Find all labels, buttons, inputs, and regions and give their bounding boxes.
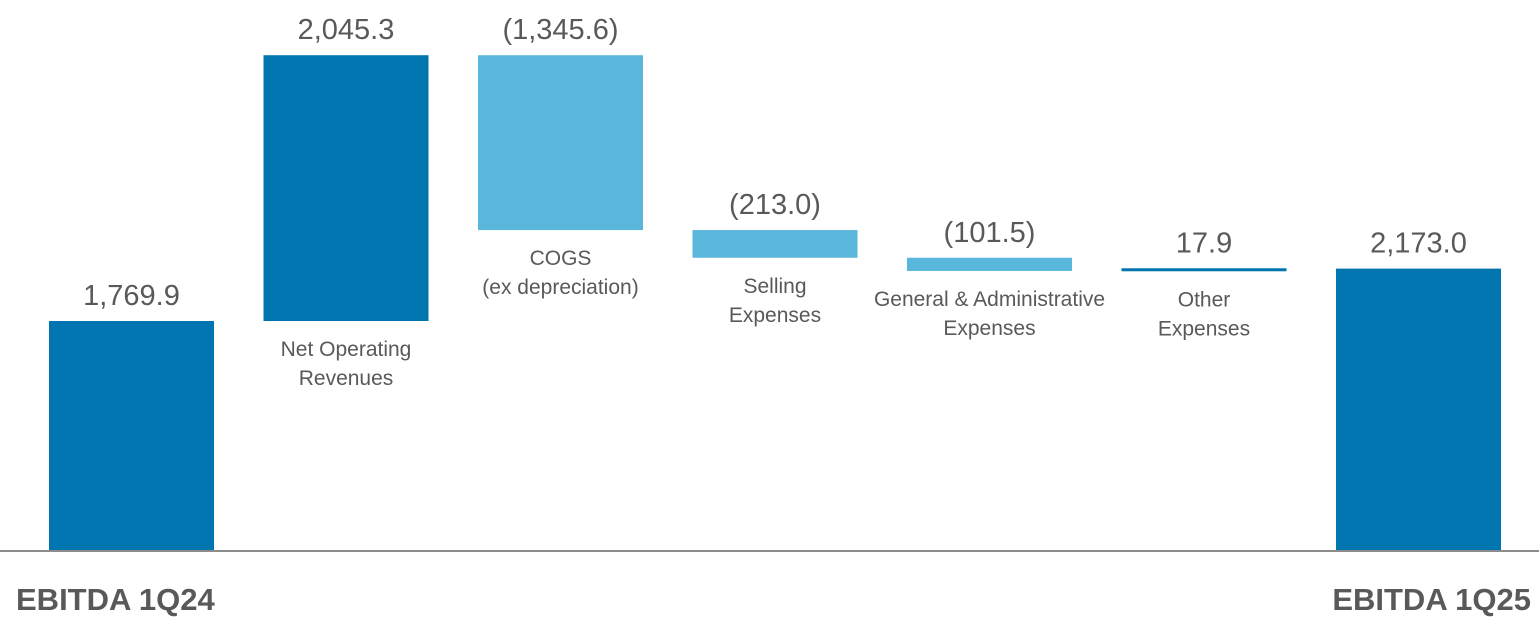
- value-label-3: (1,345.6): [502, 14, 618, 46]
- value-label-7: 2,173.0: [1370, 228, 1467, 260]
- start-total-label: EBITDA 1Q24: [16, 582, 215, 617]
- category-label-2-line-2: Revenues: [299, 367, 394, 390]
- value-label-4: (213.0): [729, 189, 821, 221]
- category-label-6-line-1: Other: [1178, 288, 1231, 311]
- value-label-6: 17.9: [1176, 227, 1232, 259]
- category-label-4-line-1: Selling: [743, 275, 806, 298]
- value-label-5: (101.5): [944, 217, 1036, 249]
- bars-group: [49, 55, 1501, 551]
- category-label-3-line-2: (ex depreciation): [482, 276, 638, 299]
- bar-7: [1336, 268, 1501, 551]
- category-label-2-line-1: Net Operating: [281, 338, 412, 361]
- bar-4: [692, 230, 858, 258]
- value-labels-group: 1,769.9 2,045.3 (1,345.6) (213.0) (101.5) 17.…: [83, 14, 1467, 312]
- bar-6: [1121, 268, 1287, 272]
- category-label-3-line-1: COGS: [530, 247, 592, 270]
- bar-1: [49, 321, 214, 551]
- end-total-label: EBITDA 1Q25: [1332, 582, 1531, 617]
- value-label-1: 1,769.9: [83, 280, 180, 312]
- category-label-4-line-2: Expenses: [729, 304, 821, 327]
- category-label-5-line-1: General & Administrative: [874, 288, 1105, 311]
- bar-3: [478, 55, 643, 231]
- category-labels-group: Net Operating Revenues COGS (ex depreciatio…: [281, 247, 1250, 390]
- bar-5: [907, 257, 1072, 271]
- bar-2: [263, 55, 429, 321]
- value-label-2: 2,045.3: [298, 14, 395, 46]
- category-label-5-line-2: Expenses: [943, 317, 1035, 340]
- category-label-6-line-2: Expenses: [1158, 317, 1250, 340]
